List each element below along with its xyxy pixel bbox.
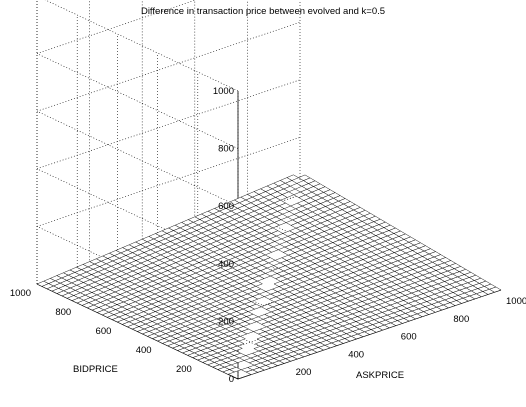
y-tick-label: 800 — [55, 307, 71, 318]
z-tick-label: 600 — [218, 201, 234, 212]
grid-line — [36, 53, 239, 149]
y-axis-label: BIDPRICE — [73, 364, 118, 375]
x-tick-label: 200 — [296, 367, 312, 378]
y-tick-label: 400 — [136, 345, 152, 356]
grid-line — [36, 168, 239, 265]
surface-mesh — [36, 174, 502, 375]
surface-cell — [245, 369, 259, 375]
z-tick-label: 0 — [229, 374, 234, 385]
x-tick-label: 800 — [453, 314, 469, 325]
grid-line — [36, 137, 301, 227]
z-tick-label: 200 — [218, 316, 234, 327]
y-tick-label: 600 — [96, 326, 112, 337]
x-tick-label: 600 — [401, 332, 417, 343]
z-tick-label: 1000 — [213, 86, 234, 97]
x-tick-label: 400 — [348, 349, 364, 360]
y-tick-label: 1000 — [10, 288, 31, 299]
grid-line — [36, 110, 239, 207]
tick-labels: 0 200 400 600 800 1000 200 400 600 800 1000 200 400 6… — [10, 86, 526, 385]
grid-line — [36, 21, 301, 112]
surface-cell — [222, 369, 236, 375]
grid-line — [44, 0, 239, 92]
z-tick-label: 800 — [218, 144, 234, 155]
y-tick-label: 200 — [176, 364, 192, 375]
chart-title: Difference in transaction price between … — [141, 6, 385, 17]
x-tick-label: 1000 — [506, 296, 526, 307]
z-tick-label: 400 — [218, 259, 234, 270]
x-axis-label: ASKPRICE — [356, 370, 404, 381]
grid-line — [36, 0, 197, 54]
grid-line — [36, 79, 301, 170]
